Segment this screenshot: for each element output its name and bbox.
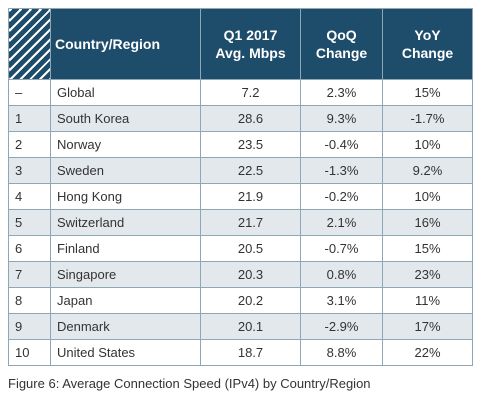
header-row: Country/Region Q1 2017 Avg. Mbps QoQ Chang… (8, 8, 473, 80)
table-row: 6 Finland 20.5 -0.7% 15% (8, 235, 473, 262)
cell-qoq-change: -0.7% (300, 235, 383, 262)
cell-avg-mbps: 7.2 (200, 79, 301, 106)
cell-country: Switzerland (50, 209, 201, 236)
header-speed-line1: Q1 2017 (223, 27, 278, 43)
cell-qoq-change: 2.3% (300, 79, 383, 106)
cell-qoq-change: 9.3% (300, 105, 383, 132)
cell-qoq-change: 2.1% (300, 209, 383, 236)
header-yoy-line1: YoY (414, 27, 441, 43)
table-row: 8 Japan 20.2 3.1% 11% (8, 287, 473, 314)
cell-rank: 2 (8, 131, 51, 158)
cell-yoy-change: 15% (382, 235, 473, 262)
cell-avg-mbps: 20.2 (200, 287, 301, 314)
cell-rank: 5 (8, 209, 51, 236)
cell-yoy-change: 15% (382, 79, 473, 106)
table-row: 10 United States 18.7 8.8% 22% (8, 339, 473, 366)
cell-avg-mbps: 28.6 (200, 105, 301, 132)
cell-yoy-change: 23% (382, 261, 473, 288)
table-row: 7 Singapore 20.3 0.8% 23% (8, 261, 473, 288)
header-qoq-line2: Change (315, 45, 368, 61)
cell-rank: 10 (8, 339, 51, 366)
table-row: 9 Denmark 20.1 -2.9% 17% (8, 313, 473, 340)
cell-qoq-change: -0.4% (300, 131, 383, 158)
cell-rank: – (8, 79, 51, 106)
cell-avg-mbps: 20.1 (200, 313, 301, 340)
cell-qoq-change: 0.8% (300, 261, 383, 288)
cell-country: Hong Kong (50, 183, 201, 210)
cell-yoy-change: 22% (382, 339, 473, 366)
header-speed: Q1 2017 Avg. Mbps (200, 8, 301, 80)
header-qoq-line1: QoQ (326, 27, 357, 43)
cell-yoy-change: 11% (382, 287, 473, 314)
cell-avg-mbps: 21.7 (200, 209, 301, 236)
cell-yoy-change: 10% (382, 131, 473, 158)
cell-qoq-change: 8.8% (300, 339, 383, 366)
cell-avg-mbps: 20.5 (200, 235, 301, 262)
table-row: 3 Sweden 22.5 -1.3% 9.2% (8, 157, 473, 184)
cell-qoq-change: -2.9% (300, 313, 383, 340)
header-speed-line2: Avg. Mbps (215, 45, 286, 61)
cell-country: Finland (50, 235, 201, 262)
header-yoy: YoY Change (382, 8, 473, 80)
table-row: – Global 7.2 2.3% 15% (8, 79, 473, 106)
cell-rank: 9 (8, 313, 51, 340)
header-country: Country/Region (50, 8, 201, 80)
cell-rank: 1 (8, 105, 51, 132)
table-row: 5 Switzerland 21.7 2.1% 16% (8, 209, 473, 236)
table-row: 4 Hong Kong 21.9 -0.2% 10% (8, 183, 473, 210)
cell-qoq-change: -0.2% (300, 183, 383, 210)
cell-avg-mbps: 23.5 (200, 131, 301, 158)
cell-rank: 6 (8, 235, 51, 262)
cell-yoy-change: 17% (382, 313, 473, 340)
cell-rank: 4 (8, 183, 51, 210)
cell-qoq-change: 3.1% (300, 287, 383, 314)
cell-avg-mbps: 20.3 (200, 261, 301, 288)
cell-country: Denmark (50, 313, 201, 340)
cell-yoy-change: 10% (382, 183, 473, 210)
header-yoy-line2: Change (401, 45, 454, 61)
cell-qoq-change: -1.3% (300, 157, 383, 184)
cell-country: South Korea (50, 105, 201, 132)
table-row: 2 Norway 23.5 -0.4% 10% (8, 131, 473, 158)
cell-avg-mbps: 21.9 (200, 183, 301, 210)
cell-yoy-change: -1.7% (382, 105, 473, 132)
cell-yoy-change: 9.2% (382, 157, 473, 184)
cell-country: Norway (50, 131, 201, 158)
speed-table: Country/Region Q1 2017 Avg. Mbps QoQ Chang… (8, 8, 473, 366)
figure-caption: Figure 6: Average Connection Speed (IPv4… (8, 376, 371, 391)
table-row: 1 South Korea 28.6 9.3% -1.7% (8, 105, 473, 132)
cell-avg-mbps: 18.7 (200, 339, 301, 366)
header-qoq: QoQ Change (300, 8, 383, 80)
cell-rank: 3 (8, 157, 51, 184)
cell-country: Japan (50, 287, 201, 314)
cell-country: Singapore (50, 261, 201, 288)
cell-yoy-change: 16% (382, 209, 473, 236)
cell-avg-mbps: 22.5 (200, 157, 301, 184)
header-rank-stripe (8, 8, 51, 80)
cell-country: Sweden (50, 157, 201, 184)
cell-rank: 8 (8, 287, 51, 314)
cell-country: United States (50, 339, 201, 366)
table-body: – Global 7.2 2.3% 15% 1 South Korea 28.6 9.3% -1.… (8, 79, 473, 366)
cell-rank: 7 (8, 261, 51, 288)
cell-country: Global (50, 79, 201, 106)
